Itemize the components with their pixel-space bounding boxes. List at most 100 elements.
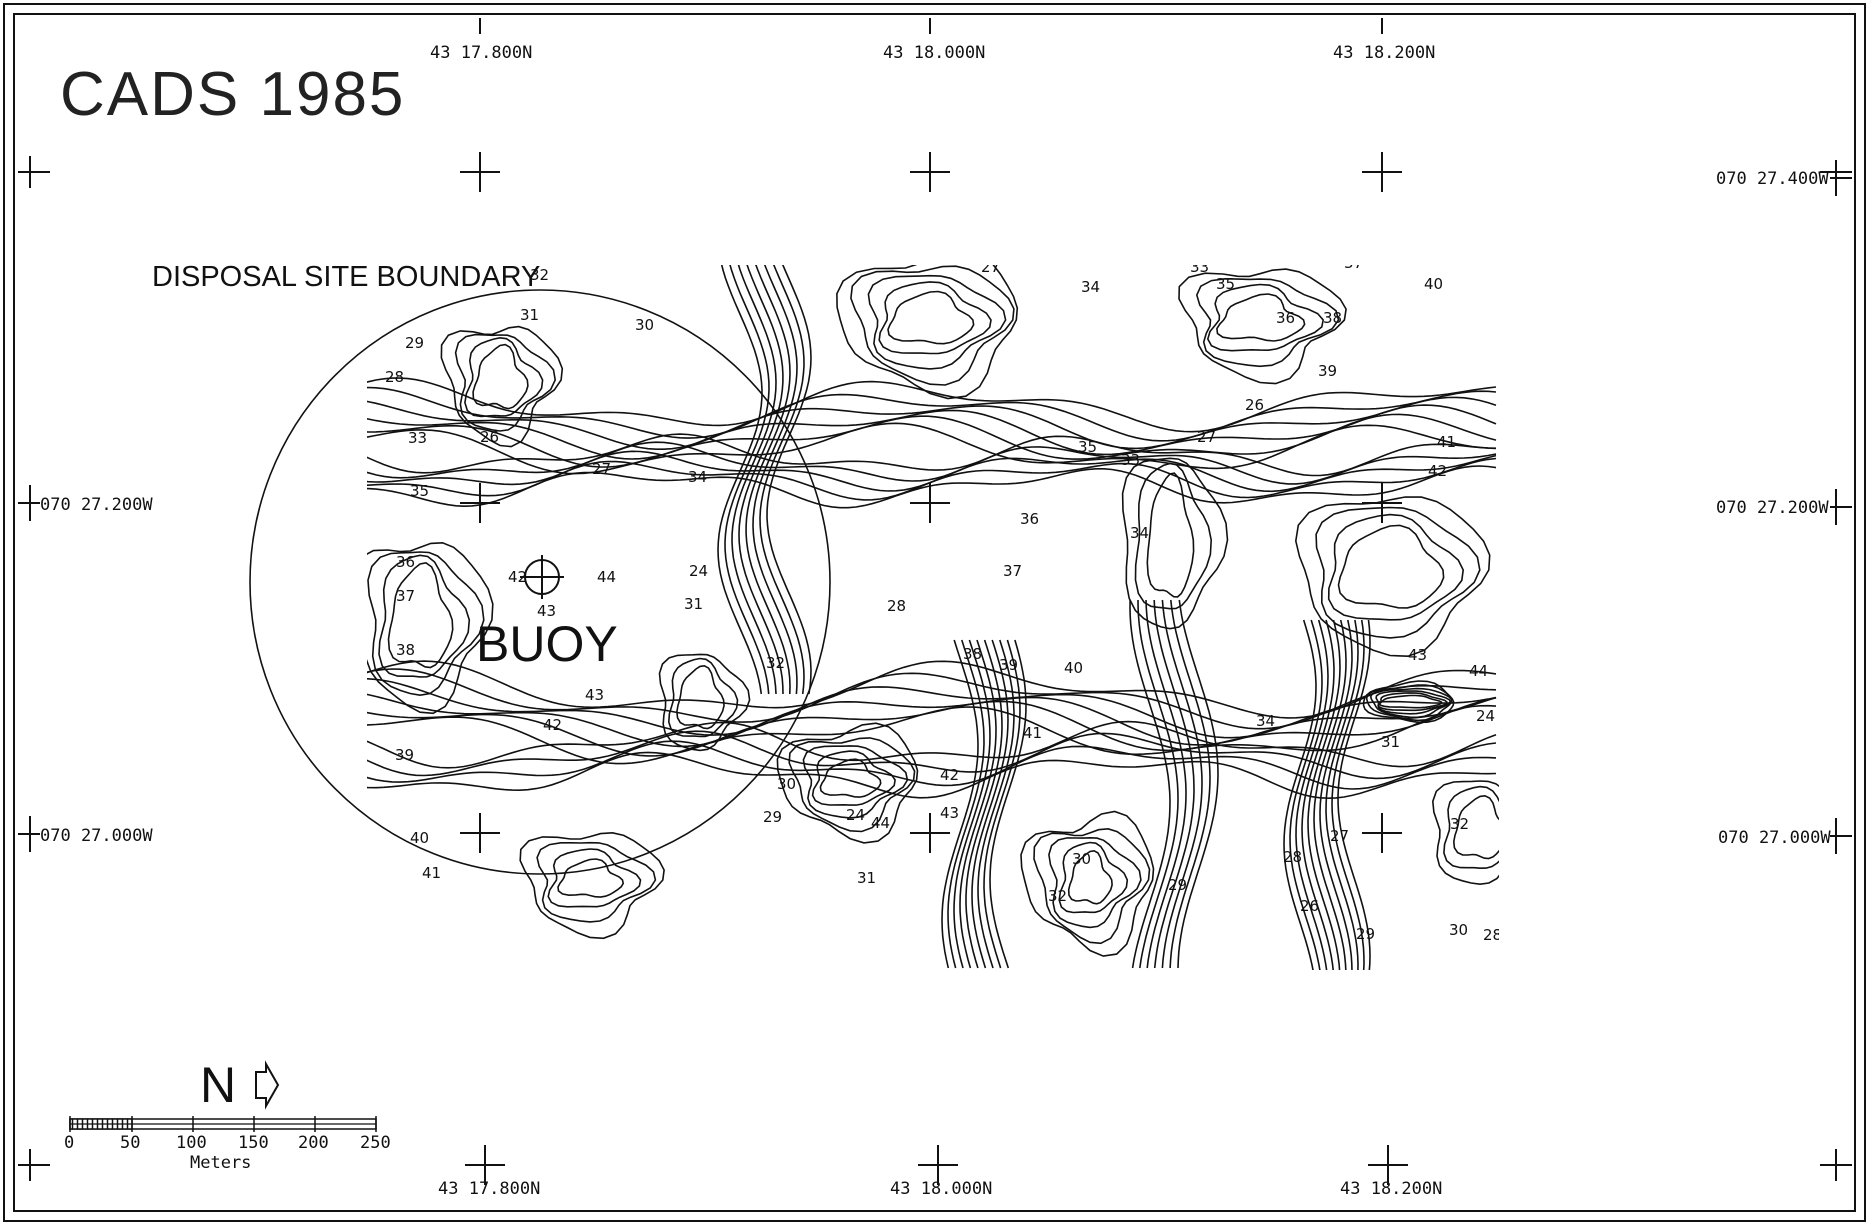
contour-depth-label: 29 <box>763 808 782 826</box>
contour-line <box>1283 619 1317 970</box>
contour-line <box>1301 619 1335 970</box>
right-coord-1: 070 27.400W <box>1716 169 1829 189</box>
contour-depth-label: 26 <box>1245 396 1264 414</box>
left-coord-2: 070 27.000W <box>40 826 153 846</box>
contour-depth-label: 38 <box>1323 309 1342 327</box>
contour-line <box>1313 619 1347 970</box>
contour-depth-label: 35 <box>1216 275 1235 293</box>
contour-line <box>759 265 805 695</box>
contour-line <box>367 551 485 697</box>
contour-depth-label: 34 <box>688 468 707 486</box>
bottom-coord-2: 43 18.000N <box>890 1179 992 1199</box>
contour-depth-label: 30 <box>635 316 654 334</box>
contour-depth-label: 43 <box>1408 646 1427 664</box>
right-coordinates: 070 27.400W 070 27.200W 070 27.000W <box>1716 160 1852 854</box>
contour-line <box>378 554 471 678</box>
contour-line <box>850 265 1015 386</box>
contour-depth-label: 37 <box>1003 562 1022 580</box>
contour-depth-label: 30 <box>1072 850 1091 868</box>
contour-depth-label: 28 <box>385 368 404 386</box>
contour-line <box>367 751 1497 800</box>
contour-depth-label: 38 <box>963 645 982 663</box>
buoy-label: BUOY <box>476 616 618 672</box>
contour-line <box>878 281 992 355</box>
contour-depth-label: 40 <box>1064 659 1083 677</box>
contour-line <box>367 678 1497 739</box>
contour-depth-label: 32 <box>530 266 549 284</box>
contour-depth-label: 42 <box>543 716 562 734</box>
scale-tick-0: 0 <box>64 1133 74 1153</box>
contour-line <box>367 450 1497 493</box>
contour-line <box>519 831 665 940</box>
contour-depth-label: 36 <box>396 553 415 571</box>
contour-line <box>367 386 1497 442</box>
contour-line <box>1452 794 1499 860</box>
contour-line <box>977 639 1015 969</box>
contour-depth-label: 35 <box>1078 438 1097 456</box>
contour-depth-label: 28 <box>887 597 906 615</box>
contour-line <box>367 422 1497 475</box>
contour-line <box>367 404 1497 460</box>
contour-line <box>1206 283 1325 352</box>
contour-line <box>983 639 1021 969</box>
scale-tick-200: 200 <box>298 1133 329 1153</box>
contour-line <box>989 639 1027 969</box>
contour-depth-label: 31 <box>1381 733 1400 751</box>
contour-line <box>1327 513 1465 621</box>
contour-depth-label: 29 <box>405 334 424 352</box>
contour-line <box>1033 827 1151 945</box>
contour-depth-label: 42 <box>940 766 959 784</box>
contour-depth-label: 34 <box>1256 712 1275 730</box>
contour-depth-label: 26 <box>480 428 499 446</box>
map-title: CADS 1985 <box>60 60 405 129</box>
contour-depth-label: 27 <box>1197 428 1216 446</box>
contour-line <box>547 848 642 908</box>
north-arrow: N <box>200 1057 280 1113</box>
contour-line <box>776 722 919 844</box>
contour-depth-label: 32 <box>1048 887 1067 905</box>
contour-line <box>464 336 544 418</box>
buoy-marker: 42 43 BUOY <box>476 555 618 672</box>
contour-line <box>1134 462 1213 610</box>
contour-line <box>819 758 882 798</box>
contour-line <box>676 664 725 730</box>
contour-line <box>1169 599 1211 969</box>
disposal-site-label: DISPOSAL SITE BOUNDARY <box>152 261 540 293</box>
contour-line <box>367 433 1497 477</box>
contour-depth-label: 30 <box>1449 921 1468 939</box>
scale-bar: 0 50 100 150 200 250 Meters <box>64 1116 391 1173</box>
contour-depth-label: 35 <box>410 482 429 500</box>
buoy-inner-depth: 43 <box>537 602 556 620</box>
contour-line <box>387 562 454 669</box>
top-coord-2: 43 18.000N <box>883 43 985 63</box>
contour-line <box>745 265 791 695</box>
contour-depth-label: 28 <box>1283 848 1302 866</box>
outer-frame <box>3 3 1866 1222</box>
scale-tick-150: 150 <box>238 1133 269 1153</box>
contour-depth-label: 40 <box>1424 275 1443 293</box>
contour-depth-label: 32 <box>766 654 785 672</box>
arrow-right-icon <box>255 1060 280 1110</box>
top-coord-1: 43 17.800N <box>430 43 532 63</box>
inner-frame <box>13 13 1856 1212</box>
bottom-coordinates: 43 17.800N 43 18.000N 43 18.200N <box>438 1179 1442 1199</box>
contour-line <box>1431 780 1499 886</box>
contour-depth-label: 29 <box>1356 925 1375 943</box>
contour-depth-label: 37 <box>1344 254 1363 272</box>
scale-unit: Meters <box>190 1153 251 1173</box>
scale-tick-100: 100 <box>176 1133 207 1153</box>
contour-line <box>1337 619 1371 970</box>
contour-depth-label: 39 <box>395 746 414 764</box>
contour-line <box>953 639 991 969</box>
scale-tick-50: 50 <box>120 1133 140 1153</box>
contour-line <box>766 265 812 695</box>
contour-line <box>1315 506 1481 639</box>
contour-depth-label: 29 <box>1168 876 1187 894</box>
contour-depth-label: 24 <box>1476 707 1495 725</box>
contour-depth-label: 27 <box>981 258 1000 276</box>
contour-depth-label: 24 <box>846 806 865 824</box>
contour-depth-label: 26 <box>1300 897 1319 915</box>
contour-depth-label: 24 <box>689 562 708 580</box>
contour-line <box>1058 841 1129 914</box>
